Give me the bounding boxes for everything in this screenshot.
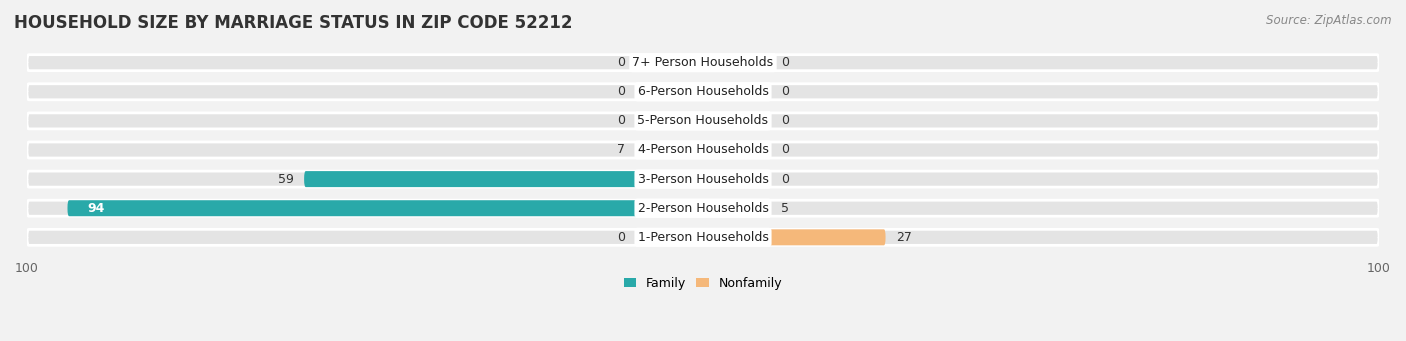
FancyBboxPatch shape xyxy=(27,84,1379,100)
FancyBboxPatch shape xyxy=(27,200,1379,216)
FancyBboxPatch shape xyxy=(27,55,1379,71)
Text: 0: 0 xyxy=(617,85,626,98)
Text: 7: 7 xyxy=(617,144,626,157)
Text: 0: 0 xyxy=(617,114,626,128)
Text: 0: 0 xyxy=(617,231,626,244)
Text: 0: 0 xyxy=(617,56,626,69)
FancyBboxPatch shape xyxy=(304,171,703,187)
Legend: Family, Nonfamily: Family, Nonfamily xyxy=(624,277,782,290)
FancyBboxPatch shape xyxy=(636,142,703,158)
Text: HOUSEHOLD SIZE BY MARRIAGE STATUS IN ZIP CODE 52212: HOUSEHOLD SIZE BY MARRIAGE STATUS IN ZIP… xyxy=(14,14,572,32)
FancyBboxPatch shape xyxy=(27,229,1379,245)
Text: Source: ZipAtlas.com: Source: ZipAtlas.com xyxy=(1267,14,1392,27)
Text: 6-Person Households: 6-Person Households xyxy=(637,85,769,98)
FancyBboxPatch shape xyxy=(636,84,703,100)
FancyBboxPatch shape xyxy=(703,113,770,129)
FancyBboxPatch shape xyxy=(67,200,703,216)
FancyBboxPatch shape xyxy=(703,84,770,100)
FancyBboxPatch shape xyxy=(636,229,703,245)
Text: 0: 0 xyxy=(780,173,789,186)
FancyBboxPatch shape xyxy=(27,142,1379,158)
FancyBboxPatch shape xyxy=(27,113,1379,129)
Text: 5-Person Households: 5-Person Households xyxy=(637,114,769,128)
Text: 5: 5 xyxy=(780,202,789,215)
Text: 0: 0 xyxy=(780,144,789,157)
Text: 94: 94 xyxy=(87,202,105,215)
FancyBboxPatch shape xyxy=(703,55,770,71)
Text: 0: 0 xyxy=(780,56,789,69)
FancyBboxPatch shape xyxy=(703,200,770,216)
FancyBboxPatch shape xyxy=(703,171,770,187)
Text: 4-Person Households: 4-Person Households xyxy=(637,144,769,157)
Text: 7+ Person Households: 7+ Person Households xyxy=(633,56,773,69)
Text: 2-Person Households: 2-Person Households xyxy=(637,202,769,215)
FancyBboxPatch shape xyxy=(27,171,1379,187)
Text: 59: 59 xyxy=(278,173,294,186)
FancyBboxPatch shape xyxy=(703,142,770,158)
Text: 27: 27 xyxy=(896,231,911,244)
FancyBboxPatch shape xyxy=(703,229,886,245)
FancyBboxPatch shape xyxy=(636,55,703,71)
Text: 1-Person Households: 1-Person Households xyxy=(637,231,769,244)
Text: 0: 0 xyxy=(780,85,789,98)
Text: 3-Person Households: 3-Person Households xyxy=(637,173,769,186)
Text: 0: 0 xyxy=(780,114,789,128)
FancyBboxPatch shape xyxy=(636,113,703,129)
